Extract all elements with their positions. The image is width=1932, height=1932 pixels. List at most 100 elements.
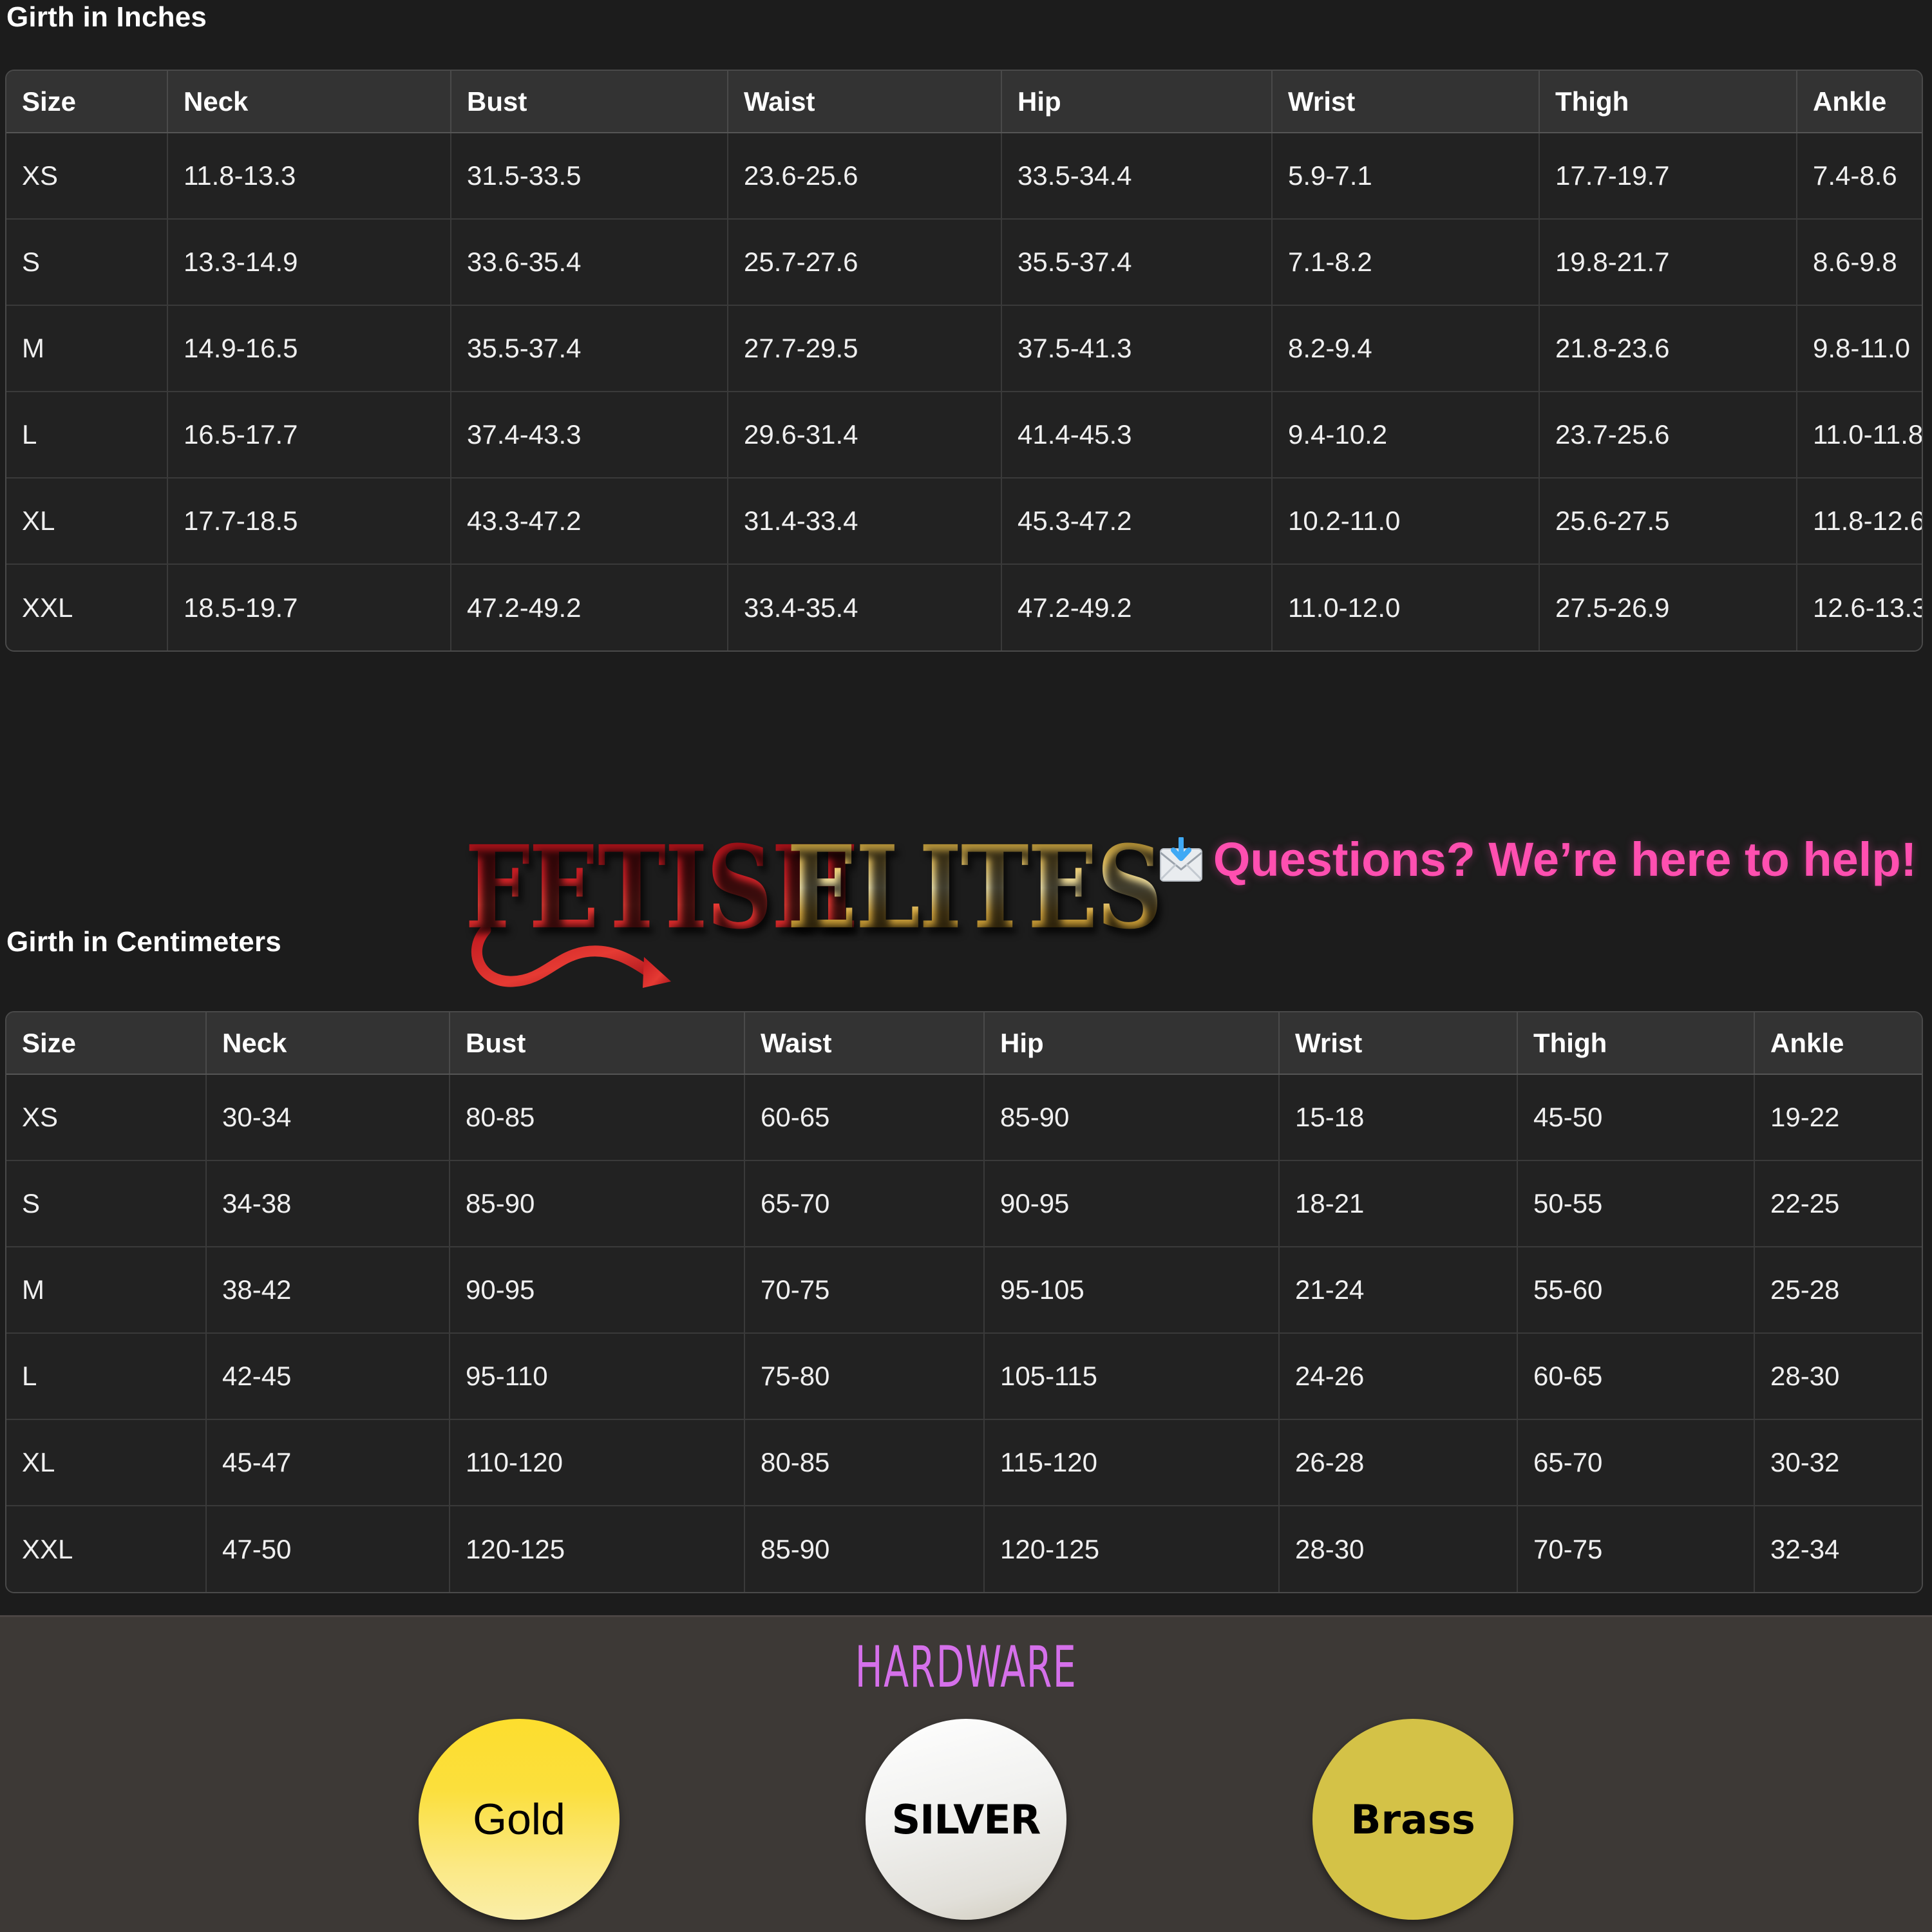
column-header-wrist: Wrist: [1279, 1012, 1518, 1075]
cell-hip: 33.5-34.4: [1001, 132, 1273, 219]
cell-hip: 120-125: [984, 1505, 1280, 1592]
cell-waist: 75-80: [744, 1332, 985, 1419]
cell-wrist: 28-30: [1279, 1505, 1518, 1592]
column-header-hip: Hip: [1001, 71, 1273, 133]
cell-size: XXL: [6, 1505, 207, 1592]
cell-wrist: 24-26: [1279, 1332, 1518, 1419]
table-row: M 38-42 90-95 70-75 95-105 21-24 55-60 2…: [6, 1246, 1922, 1333]
cell-wrist: 26-28: [1279, 1419, 1518, 1506]
cell-bust: 95-110: [450, 1332, 745, 1419]
cell-bust: 33.6-35.4: [451, 218, 728, 305]
cell-bust: 80-85: [450, 1074, 745, 1160]
column-header-wrist: Wrist: [1272, 71, 1540, 133]
cm-section-title: Girth in Centimeters: [6, 926, 281, 958]
cell-neck: 13.3-14.9: [167, 218, 451, 305]
cell-hip: 35.5-37.4: [1001, 218, 1273, 305]
cell-thigh: 65-70: [1517, 1419, 1755, 1506]
inches-size-table: Size Neck Bust Waist Hip Wrist Thigh Ank…: [6, 71, 1922, 650]
table-row: S 13.3-14.9 33.6-35.4 25.7-27.6 35.5-37.…: [6, 218, 1922, 305]
cell-hip: 45.3-47.2: [1001, 477, 1273, 564]
column-header-thigh: Thigh: [1539, 71, 1797, 133]
cell-ankle: 9.8-11.0: [1797, 305, 1922, 392]
column-header-neck: Neck: [206, 1012, 450, 1075]
cell-ankle: 30-32: [1754, 1419, 1922, 1506]
cell-size: XL: [6, 1419, 207, 1506]
hardware-section: HARDWARE Gold SILVER Brass: [0, 1615, 1932, 1932]
cell-waist: 25.7-27.6: [728, 218, 1002, 305]
cell-hip: 90-95: [984, 1160, 1280, 1247]
cell-bust: 110-120: [450, 1419, 745, 1506]
cell-hip: 115-120: [984, 1419, 1280, 1506]
column-header-size: Size: [6, 71, 168, 133]
cell-neck: 11.8-13.3: [167, 132, 451, 219]
cell-size: XS: [6, 132, 168, 219]
table-row: L 42-45 95-110 75-80 105-115 24-26 60-65…: [6, 1332, 1922, 1419]
table-header-row: Size Neck Bust Waist Hip Wrist Thigh Ank…: [6, 71, 1922, 133]
column-header-waist: Waist: [744, 1012, 985, 1075]
hardware-option-gold[interactable]: Gold: [419, 1719, 620, 1920]
hardware-option-silver[interactable]: SILVER: [866, 1719, 1066, 1920]
cell-wrist: 9.4-10.2: [1272, 391, 1540, 478]
cell-waist: 29.6-31.4: [728, 391, 1002, 478]
cell-size: S: [6, 1160, 207, 1247]
cell-size: M: [6, 305, 168, 392]
cell-bust: 120-125: [450, 1505, 745, 1592]
table-row: XL 17.7-18.5 43.3-47.2 31.4-33.4 45.3-47…: [6, 477, 1922, 564]
cell-bust: 35.5-37.4: [451, 305, 728, 392]
column-header-size: Size: [6, 1012, 207, 1075]
cell-bust: 85-90: [450, 1160, 745, 1247]
cell-wrist: 15-18: [1279, 1074, 1518, 1160]
cell-waist: 85-90: [744, 1505, 985, 1592]
inches-size-table-container: Size Neck Bust Waist Hip Wrist Thigh Ank…: [5, 70, 1923, 652]
column-header-ankle: Ankle: [1754, 1012, 1922, 1075]
cell-neck: 47-50: [206, 1505, 450, 1592]
cell-ankle: 32-34: [1754, 1505, 1922, 1592]
cell-wrist: 8.2-9.4: [1272, 305, 1540, 392]
cell-size: XS: [6, 1074, 207, 1160]
table-row: XXL 47-50 120-125 85-90 120-125 28-30 70…: [6, 1505, 1922, 1592]
column-header-bust: Bust: [450, 1012, 745, 1075]
brand-logo: FETISH ELITES: [459, 819, 1163, 993]
cell-ankle: 11.8-12.6: [1797, 477, 1922, 564]
cell-neck: 18.5-19.7: [167, 564, 451, 650]
logo-word-fetish: FETISH: [465, 820, 858, 955]
table-header-row: Size Neck Bust Waist Hip Wrist Thigh Ank…: [6, 1012, 1922, 1075]
cell-ankle: 22-25: [1754, 1160, 1922, 1247]
cell-waist: 60-65: [744, 1074, 985, 1160]
questions-text: Questions? We’re here to help!: [1213, 833, 1917, 886]
cell-hip: 37.5-41.3: [1001, 305, 1273, 392]
cell-wrist: 21-24: [1279, 1246, 1518, 1333]
cell-hip: 85-90: [984, 1074, 1280, 1160]
cell-waist: 23.6-25.6: [728, 132, 1002, 219]
incoming-envelope-icon: [1157, 836, 1206, 895]
cell-thigh: 25.6-27.5: [1539, 477, 1797, 564]
cell-thigh: 23.7-25.6: [1539, 391, 1797, 478]
cell-thigh: 70-75: [1517, 1505, 1755, 1592]
cell-ankle: 7.4-8.6: [1797, 132, 1922, 219]
cell-wrist: 10.2-11.0: [1272, 477, 1540, 564]
table-row: M 14.9-16.5 35.5-37.4 27.7-29.5 37.5-41.…: [6, 305, 1922, 392]
cell-ankle: 12.6-13.3: [1797, 564, 1922, 650]
cell-waist: 65-70: [744, 1160, 985, 1247]
hardware-title: HARDWARE: [855, 1634, 1077, 1700]
hardware-option-label: Gold: [473, 1795, 565, 1844]
inches-section-title: Girth in Inches: [6, 1, 207, 33]
logo-word-elites: ELITES: [787, 820, 1163, 955]
cell-size: S: [6, 218, 168, 305]
cell-neck: 17.7-18.5: [167, 477, 451, 564]
cell-thigh: 27.5-26.9: [1539, 564, 1797, 650]
cm-size-table-container: Size Neck Bust Waist Hip Wrist Thigh Ank…: [5, 1011, 1923, 1593]
cell-hip: 95-105: [984, 1246, 1280, 1333]
cell-hip: 47.2-49.2: [1001, 564, 1273, 650]
cell-thigh: 19.8-21.7: [1539, 218, 1797, 305]
cell-waist: 27.7-29.5: [728, 305, 1002, 392]
hardware-options-list: Gold SILVER Brass: [0, 1719, 1932, 1920]
cell-neck: 16.5-17.7: [167, 391, 451, 478]
questions-banner: Questions? We’re here to help!: [1141, 833, 1932, 895]
cell-thigh: 55-60: [1517, 1246, 1755, 1333]
cell-neck: 45-47: [206, 1419, 450, 1506]
column-header-neck: Neck: [167, 71, 451, 133]
hardware-option-brass[interactable]: Brass: [1312, 1719, 1513, 1920]
devil-tail-arrow-icon: [471, 924, 671, 988]
table-row: XL 45-47 110-120 80-85 115-120 26-28 65-…: [6, 1419, 1922, 1506]
